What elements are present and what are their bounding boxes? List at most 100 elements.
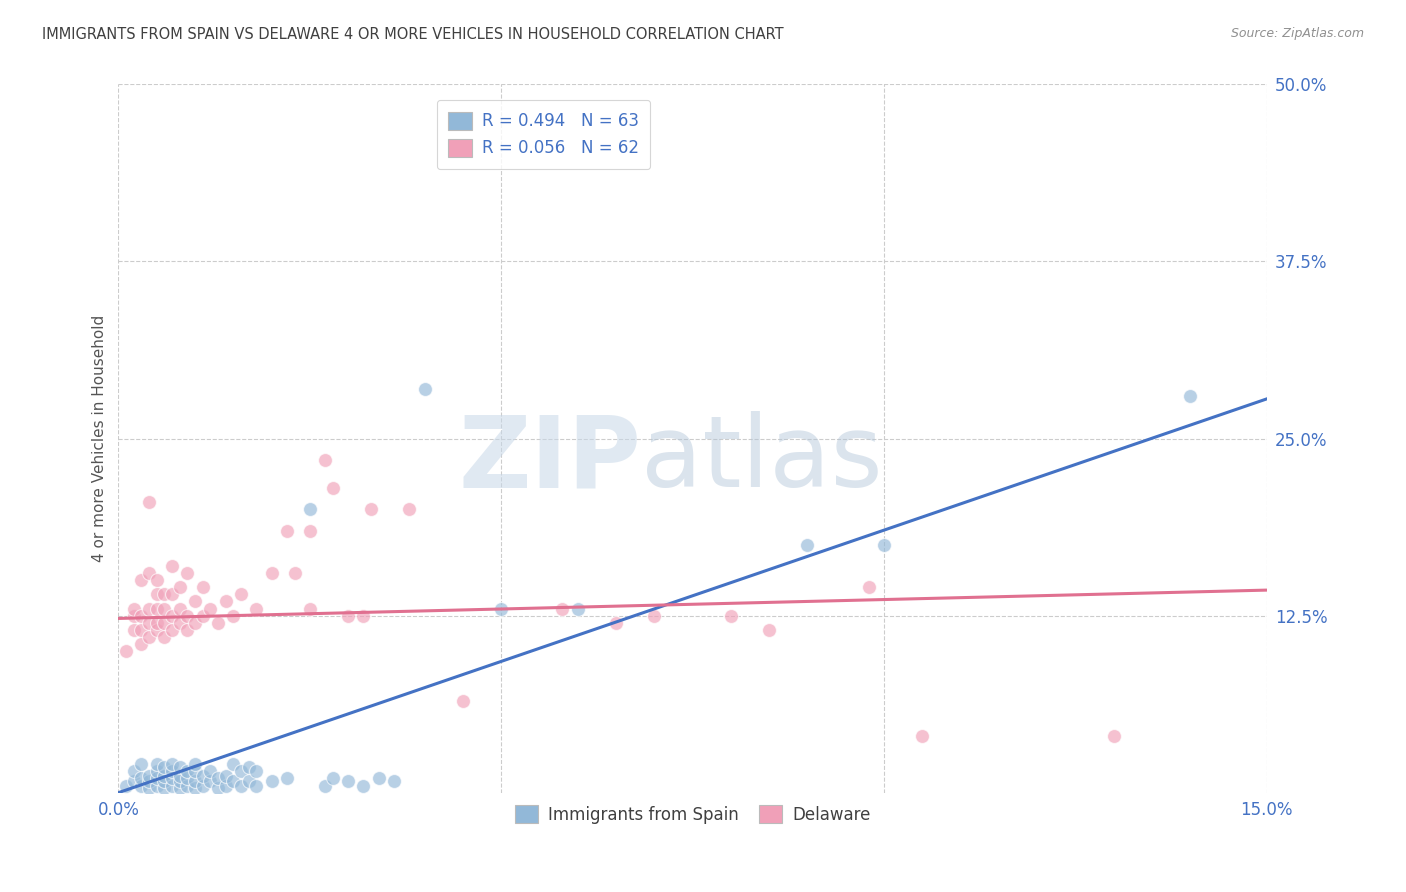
Point xyxy=(145,764,167,779)
Point xyxy=(153,769,176,783)
Point xyxy=(122,764,145,779)
Point xyxy=(184,615,207,630)
Point xyxy=(605,615,627,630)
Point xyxy=(214,594,236,608)
Point xyxy=(720,608,742,623)
Point xyxy=(184,774,207,789)
Point xyxy=(176,779,198,793)
Text: IMMIGRANTS FROM SPAIN VS DELAWARE 4 OR MORE VEHICLES IN HOUSEHOLD CORRELATION CH: IMMIGRANTS FROM SPAIN VS DELAWARE 4 OR M… xyxy=(42,27,783,42)
Point xyxy=(153,587,176,601)
Point xyxy=(176,772,198,786)
Point xyxy=(145,779,167,793)
Point xyxy=(245,764,267,779)
Point xyxy=(858,580,880,594)
Point xyxy=(322,772,344,786)
Point xyxy=(191,769,214,783)
Point xyxy=(169,601,191,615)
Point xyxy=(153,781,176,796)
Point xyxy=(145,757,167,772)
Point xyxy=(138,615,160,630)
Point xyxy=(122,774,145,789)
Point xyxy=(238,760,260,774)
Point xyxy=(229,587,252,601)
Point xyxy=(145,623,167,637)
Point xyxy=(413,382,436,396)
Point xyxy=(131,779,153,793)
Point xyxy=(122,623,145,637)
Point xyxy=(1102,729,1125,743)
Point xyxy=(138,630,160,644)
Point xyxy=(169,615,191,630)
Point xyxy=(160,559,183,574)
Point xyxy=(314,452,336,467)
Point xyxy=(276,524,298,538)
Point xyxy=(138,781,160,796)
Point xyxy=(643,608,665,623)
Point xyxy=(176,623,198,637)
Point xyxy=(489,601,512,615)
Point xyxy=(122,608,145,623)
Point xyxy=(398,502,420,516)
Point xyxy=(298,601,321,615)
Point xyxy=(260,774,283,789)
Point xyxy=(131,573,153,587)
Point xyxy=(153,760,176,774)
Point xyxy=(238,774,260,789)
Point xyxy=(214,779,236,793)
Point xyxy=(337,774,360,789)
Point xyxy=(191,580,214,594)
Point xyxy=(184,594,207,608)
Point xyxy=(169,781,191,796)
Point xyxy=(184,781,207,796)
Point xyxy=(229,779,252,793)
Point xyxy=(131,608,153,623)
Point xyxy=(551,601,574,615)
Point xyxy=(131,757,153,772)
Point xyxy=(145,587,167,601)
Text: ZIP: ZIP xyxy=(458,411,641,508)
Point xyxy=(115,779,138,793)
Point xyxy=(160,608,183,623)
Point xyxy=(260,566,283,580)
Point xyxy=(360,502,382,516)
Point xyxy=(153,630,176,644)
Point xyxy=(873,538,896,552)
Point xyxy=(298,524,321,538)
Point xyxy=(200,764,222,779)
Point xyxy=(176,566,198,580)
Point xyxy=(245,601,267,615)
Point xyxy=(145,601,167,615)
Point xyxy=(169,580,191,594)
Point xyxy=(145,772,167,786)
Point xyxy=(153,601,176,615)
Point xyxy=(160,757,183,772)
Point xyxy=(131,772,153,786)
Point xyxy=(169,769,191,783)
Point xyxy=(160,772,183,786)
Point xyxy=(451,693,474,707)
Text: atlas: atlas xyxy=(641,411,883,508)
Point xyxy=(1180,389,1202,403)
Point xyxy=(352,608,374,623)
Text: Source: ZipAtlas.com: Source: ZipAtlas.com xyxy=(1230,27,1364,40)
Point xyxy=(207,615,229,630)
Point xyxy=(276,772,298,786)
Point xyxy=(169,760,191,774)
Point xyxy=(222,608,245,623)
Point xyxy=(214,769,236,783)
Point xyxy=(160,587,183,601)
Point xyxy=(138,774,160,789)
Point xyxy=(145,573,167,587)
Point xyxy=(222,774,245,789)
Point xyxy=(184,764,207,779)
Point xyxy=(138,495,160,509)
Point xyxy=(567,601,589,615)
Point xyxy=(911,729,934,743)
Point xyxy=(191,608,214,623)
Point xyxy=(122,601,145,615)
Point xyxy=(200,601,222,615)
Point xyxy=(796,538,818,552)
Point xyxy=(245,779,267,793)
Point xyxy=(145,615,167,630)
Point xyxy=(222,757,245,772)
